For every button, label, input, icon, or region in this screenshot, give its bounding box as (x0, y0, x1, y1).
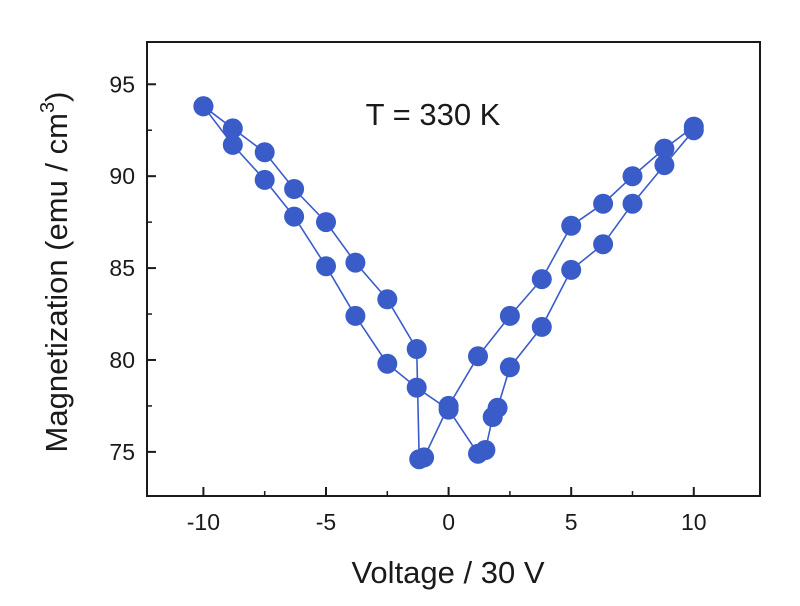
y-tick-label: 85 (109, 255, 135, 281)
y-axis-title-main: Magnetization (emu / cm (39, 113, 74, 452)
data-point (622, 166, 643, 187)
y-axis: 75 80 85 90 95 (109, 71, 156, 465)
annotation-temperature: T = 330 K (366, 97, 501, 132)
data-point (499, 357, 520, 378)
data-point (561, 215, 582, 236)
data-point (438, 395, 459, 416)
y-tick-label: 80 (109, 347, 135, 373)
data-point (377, 289, 398, 310)
data-point (593, 193, 614, 214)
y-tick-label: 95 (109, 71, 135, 97)
y-tick-label: 90 (109, 163, 135, 189)
data-point (316, 212, 336, 233)
x-tick-label: -10 (187, 509, 220, 535)
data-point (222, 118, 243, 139)
data-point (654, 138, 675, 159)
data-point (284, 206, 305, 227)
data-point (254, 169, 275, 190)
data-point (499, 305, 520, 326)
y-tick-label: 75 (109, 439, 135, 465)
data-point (222, 134, 243, 155)
y-axis-title: Magnetization (emu / cm3) (37, 92, 74, 453)
data-point (622, 193, 643, 214)
data-point (284, 179, 305, 199)
data-point (316, 256, 336, 277)
x-tick-label: 10 (681, 509, 707, 535)
x-axis-title: Voltage / 30 V (351, 555, 544, 590)
data-point (531, 316, 552, 337)
y-axis-title-superscript: 3 (37, 102, 59, 113)
data-point (345, 305, 366, 326)
y-axis-title-close: ) (39, 92, 74, 102)
data-point (193, 96, 214, 117)
data-point (254, 142, 275, 163)
data-point (468, 346, 488, 367)
data-point (683, 116, 704, 137)
data-point (409, 449, 430, 470)
data-point (561, 259, 582, 280)
data-point (475, 440, 496, 460)
data-point (593, 234, 614, 255)
x-tick-label: 5 (565, 509, 578, 535)
data-point (406, 377, 427, 398)
data-point (487, 397, 508, 418)
data-point (406, 339, 427, 359)
x-tick-label: 0 (442, 509, 455, 535)
data-point (654, 155, 675, 176)
x-tick-label: -5 (316, 509, 336, 535)
data-point (377, 353, 398, 374)
data-point (531, 269, 552, 290)
series-layer (193, 96, 704, 470)
x-axis: -10 -5 0 5 10 (187, 487, 707, 535)
data-point (345, 252, 366, 273)
